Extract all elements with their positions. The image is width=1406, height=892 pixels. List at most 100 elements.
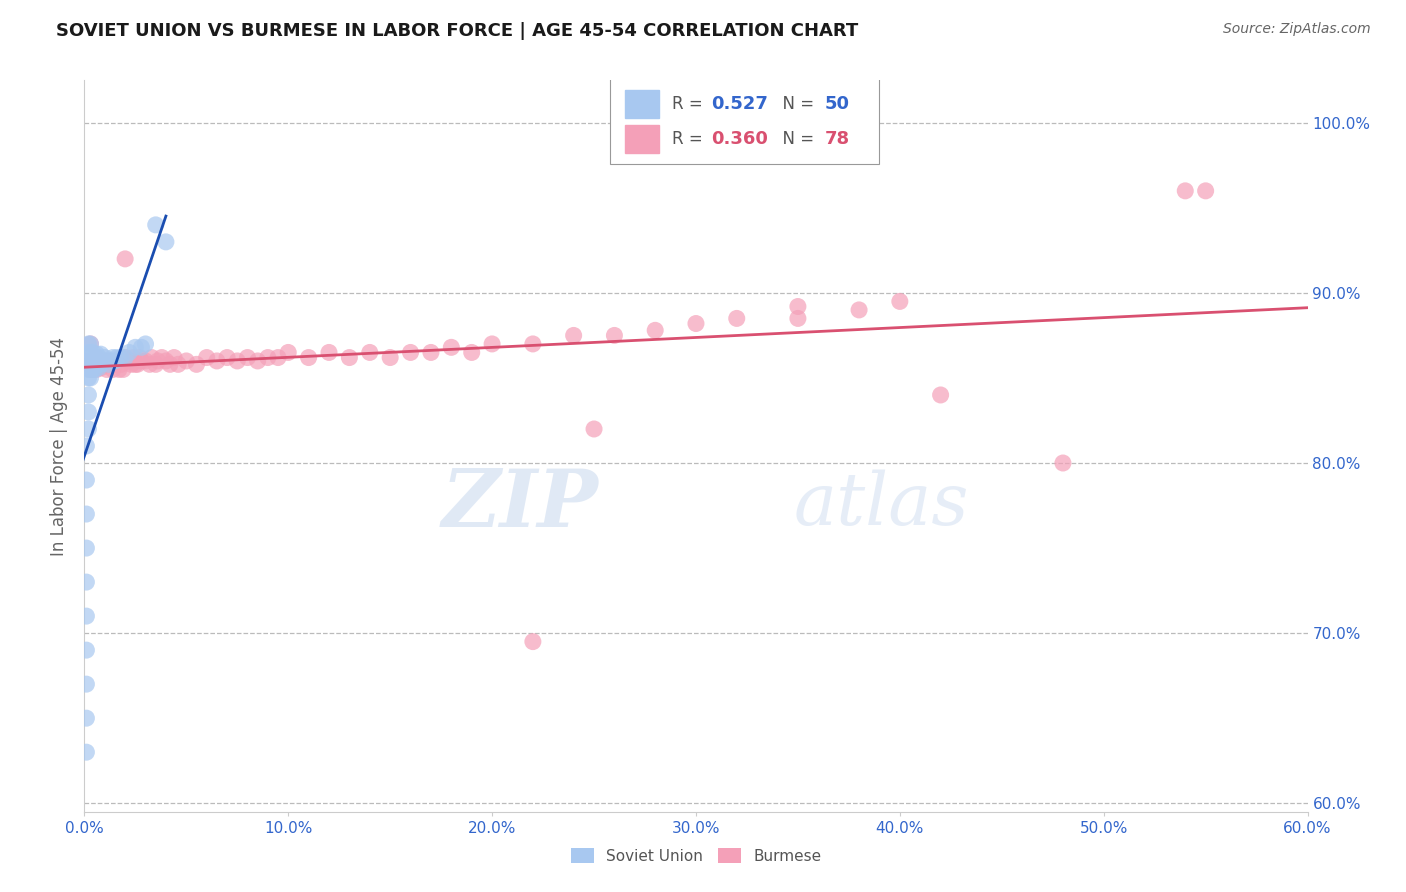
- Point: [83, 362, 105, 376]
- Point: [87, 351, 110, 365]
- Point: [120, 357, 142, 371]
- Point: [889, 294, 911, 309]
- Point: [96, 354, 118, 368]
- Point: [93, 351, 115, 365]
- Point: [159, 357, 181, 371]
- Point: [128, 351, 150, 365]
- Point: [848, 302, 870, 317]
- Point: [77, 337, 100, 351]
- Point: [186, 357, 208, 371]
- Point: [91, 354, 114, 368]
- Point: [226, 354, 249, 368]
- Bar: [626, 90, 659, 118]
- Point: [79, 354, 101, 368]
- Point: [145, 218, 167, 232]
- Point: [131, 354, 153, 368]
- Text: 78: 78: [824, 130, 849, 148]
- Point: [929, 388, 952, 402]
- Point: [77, 388, 100, 402]
- Point: [138, 357, 160, 371]
- Point: [75, 745, 97, 759]
- Point: [77, 371, 100, 385]
- Point: [82, 354, 104, 368]
- Point: [217, 351, 239, 365]
- Point: [86, 351, 108, 365]
- Point: [101, 351, 124, 365]
- Point: [93, 357, 115, 371]
- Point: [118, 345, 141, 359]
- Point: [131, 340, 153, 354]
- Bar: [626, 125, 659, 153]
- Point: [75, 643, 97, 657]
- Point: [79, 362, 101, 376]
- Point: [603, 328, 626, 343]
- Text: N =: N =: [772, 95, 820, 112]
- Point: [318, 345, 340, 359]
- Point: [167, 357, 190, 371]
- Y-axis label: In Labor Force | Age 45-54: In Labor Force | Age 45-54: [51, 336, 69, 556]
- Point: [399, 345, 422, 359]
- Point: [127, 357, 149, 371]
- Point: [122, 351, 145, 365]
- Point: [90, 360, 112, 375]
- Point: [90, 347, 112, 361]
- Point: [205, 354, 228, 368]
- Point: [75, 473, 97, 487]
- Point: [86, 347, 108, 361]
- Point: [155, 235, 177, 249]
- Point: [112, 362, 135, 376]
- Point: [110, 357, 132, 371]
- Point: [104, 354, 127, 368]
- Legend: Soviet Union, Burmese: Soviet Union, Burmese: [565, 842, 827, 870]
- Point: [787, 300, 810, 314]
- Point: [725, 311, 748, 326]
- Point: [77, 354, 100, 368]
- Point: [100, 354, 122, 368]
- Point: [1195, 184, 1218, 198]
- Point: [461, 345, 484, 359]
- Point: [339, 351, 361, 365]
- Point: [75, 575, 97, 590]
- Text: 0.527: 0.527: [710, 95, 768, 112]
- Point: [101, 362, 124, 376]
- Point: [104, 357, 127, 371]
- Text: 0.360: 0.360: [710, 130, 768, 148]
- Point: [420, 345, 443, 359]
- Point: [77, 362, 100, 376]
- Point: [82, 362, 104, 376]
- Point: [236, 351, 259, 365]
- Point: [685, 317, 707, 331]
- Point: [75, 711, 97, 725]
- Point: [79, 345, 101, 359]
- Point: [77, 345, 100, 359]
- Point: [75, 541, 97, 555]
- Point: [114, 351, 136, 365]
- Text: atlas: atlas: [794, 469, 969, 540]
- Point: [83, 357, 105, 371]
- Point: [124, 357, 146, 371]
- Point: [440, 340, 463, 354]
- Point: [83, 351, 105, 365]
- Point: [246, 354, 269, 368]
- Point: [82, 354, 104, 368]
- Point: [644, 323, 666, 337]
- Point: [277, 345, 299, 359]
- Point: [110, 351, 132, 365]
- Point: [82, 345, 104, 359]
- Text: 50: 50: [824, 95, 849, 112]
- Point: [1052, 456, 1074, 470]
- Point: [90, 357, 112, 371]
- Point: [174, 354, 197, 368]
- Point: [118, 354, 141, 368]
- Point: [380, 351, 402, 365]
- Point: [105, 351, 128, 365]
- Point: [75, 507, 97, 521]
- Text: R =: R =: [672, 130, 707, 148]
- Point: [481, 337, 503, 351]
- Point: [75, 354, 97, 368]
- Point: [86, 357, 108, 371]
- Point: [124, 340, 146, 354]
- Point: [75, 677, 97, 691]
- Point: [97, 354, 120, 368]
- Text: R =: R =: [672, 95, 707, 112]
